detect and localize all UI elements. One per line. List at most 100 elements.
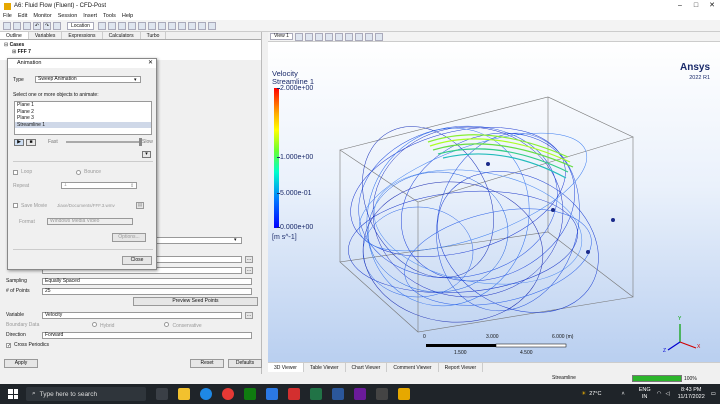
cross-periodics-checkbox[interactable]: ✓ [6, 342, 12, 349]
hybrid-option[interactable]: Hybrid [92, 321, 114, 329]
tab-chart-viewer[interactable]: Chart Viewer [346, 363, 388, 372]
tab-outline[interactable]: Outline [0, 32, 29, 39]
list-item[interactable]: Plane 1 [17, 102, 34, 108]
defaults-button[interactable]: Defaults [228, 359, 262, 368]
apply-button[interactable]: Apply [4, 359, 38, 368]
objects-list[interactable]: Plane 1 Plane 2 Plane 3 Streamline 1 [14, 101, 152, 135]
zoom-icon[interactable] [324, 32, 333, 41]
layout-icon[interactable] [354, 32, 363, 41]
tab-variables[interactable]: Variables [29, 32, 63, 39]
menu-insert[interactable]: Insert [83, 13, 98, 19]
instance-icon[interactable] [187, 21, 196, 30]
clip-icon[interactable] [167, 21, 176, 30]
volume-icon[interactable]: ◁ [665, 391, 670, 397]
location-button[interactable]: Location [67, 21, 94, 30]
stop-button[interactable]: ■ [26, 139, 36, 146]
type-select[interactable]: Sweep Animation [35, 76, 141, 83]
tree-item-cases[interactable]: ⊟ Cases [4, 42, 25, 48]
workbench-icon[interactable] [354, 388, 366, 400]
language-indicator[interactable]: ENG IN [638, 387, 651, 400]
taskbar-search[interactable]: ⌕ Type here to search [26, 387, 146, 401]
streamline-icon[interactable] [117, 21, 126, 30]
list-item-selected[interactable]: Streamline 1 [15, 121, 151, 128]
movie-path-field[interactable]: Jiaxe/Documents/FFF.3.wmv [57, 203, 115, 208]
slider-thumb[interactable] [139, 138, 142, 146]
details-more-button-3[interactable]: … [245, 266, 253, 274]
list-item[interactable]: Plane 2 [17, 108, 34, 115]
preview-seed-points-button[interactable]: Preview Seed Points [133, 297, 258, 306]
particle-icon[interactable] [127, 21, 136, 30]
browse-folder-icon[interactable]: ▤ [136, 202, 144, 209]
open-icon[interactable] [13, 21, 21, 30]
chrome-icon[interactable] [222, 388, 234, 400]
redo-icon[interactable]: ↷ [43, 21, 51, 30]
speed-slider[interactable] [66, 138, 142, 146]
weather-icon[interactable]: ☀ [581, 391, 587, 397]
menu-file[interactable]: File [3, 13, 12, 19]
print-icon[interactable] [53, 21, 61, 30]
menu-help[interactable]: Help [121, 13, 134, 19]
conservative-option[interactable]: Conservative [164, 321, 202, 329]
mail-icon[interactable] [266, 388, 278, 400]
variable-select[interactable]: Velocity [42, 311, 242, 319]
expand-options-button[interactable]: ▾ [142, 151, 151, 158]
vector-icon[interactable] [107, 21, 116, 30]
tab-calculators[interactable]: Calculators [103, 32, 141, 39]
weather-temp[interactable]: 27°C [589, 391, 602, 397]
animation-icon[interactable] [207, 21, 216, 30]
xbox-icon[interactable] [244, 388, 256, 400]
windows-start-icon[interactable] [8, 389, 18, 399]
play-button[interactable]: ▶ [14, 139, 24, 146]
maximize-button[interactable]: □ [693, 2, 699, 9]
options-button[interactable]: Options... [112, 233, 146, 242]
multiview-icon[interactable] [364, 32, 373, 41]
sampling-select[interactable]: Equally Spaced [42, 277, 252, 285]
edge-icon[interactable] [200, 388, 212, 400]
tab-table-viewer[interactable]: Table Viewer [304, 363, 346, 372]
close-button[interactable]: Close [122, 256, 152, 265]
fluent-icon[interactable] [376, 388, 388, 400]
task-view-icon[interactable] [156, 388, 168, 400]
format-select[interactable]: Windows Media Video [47, 218, 133, 225]
tree-item-case[interactable]: ⊞ FFF 7 [12, 49, 31, 55]
volume-icon[interactable] [137, 21, 146, 30]
zoom-box-icon[interactable] [334, 32, 343, 41]
reset-button[interactable]: Reset [190, 359, 224, 368]
pan-icon[interactable] [314, 32, 323, 41]
notification-icon[interactable]: ▭ [710, 391, 716, 397]
spinner-icon[interactable]: ⇕ [130, 182, 135, 189]
legend-icon[interactable] [177, 21, 186, 30]
pdf-icon[interactable] [288, 388, 300, 400]
save-icon[interactable] [23, 21, 31, 30]
minimize-button[interactable]: – [678, 2, 682, 9]
contour-icon[interactable] [97, 21, 106, 30]
direction-select[interactable]: Forward [42, 331, 252, 339]
save-movie-checkbox[interactable] [13, 203, 18, 208]
tab-turbo[interactable]: Turbo [141, 32, 167, 39]
file-explorer-icon[interactable] [178, 388, 190, 400]
viewer-canvas[interactable]: Velocity Streamline 1 2.000e+00 1.000e+0… [268, 42, 720, 362]
tab-comment-viewer[interactable]: Comment Viewer [387, 363, 439, 372]
new-icon[interactable] [3, 21, 11, 30]
clock[interactable]: 8:43 PM 11/17/2022 [677, 387, 705, 400]
tab-3d-viewer[interactable]: 3D Viewer [268, 363, 304, 372]
fit-view-icon[interactable] [344, 32, 353, 41]
points-input[interactable]: 25 [42, 287, 252, 295]
excel-icon[interactable] [310, 388, 322, 400]
details-more-button-2[interactable]: … [245, 255, 253, 263]
view-select[interactable]: View 1 [270, 33, 293, 40]
tab-report-viewer[interactable]: Report Viewer [439, 363, 484, 372]
tab-expressions[interactable]: Expressions [62, 32, 103, 39]
coordinate-icon[interactable] [197, 21, 206, 30]
menu-session[interactable]: Session [57, 13, 78, 19]
bounce-radio[interactable] [76, 169, 82, 175]
repeat-input[interactable]: 1 [61, 182, 137, 189]
list-item[interactable]: Plane 3 [17, 115, 34, 121]
wifi-icon[interactable]: ◠ [656, 391, 662, 397]
loop-checkbox[interactable] [13, 169, 18, 175]
cfd-post-icon[interactable] [398, 388, 410, 400]
isosurface-icon[interactable] [147, 21, 156, 30]
word-icon[interactable] [332, 388, 344, 400]
menu-edit[interactable]: Edit [17, 13, 28, 19]
dialog-close-icon[interactable]: ✕ [147, 60, 153, 66]
